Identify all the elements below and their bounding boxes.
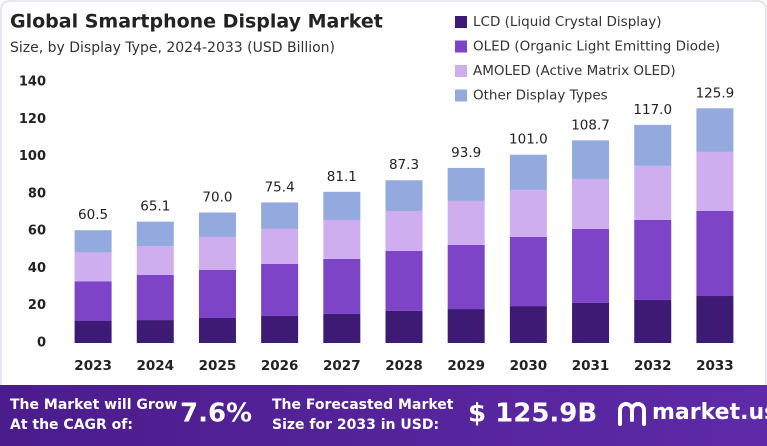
bar-segment: [696, 296, 734, 343]
bar-segment: [634, 219, 672, 300]
forecast-value: $ 125.9B: [468, 399, 597, 429]
legend-label: OLED (Organic Light Emitting Diode): [473, 39, 720, 55]
bar-segment: [261, 202, 299, 229]
bar-segment: [385, 180, 423, 212]
bar-segment: [74, 321, 112, 343]
x-tick-label: 2031: [572, 358, 610, 374]
bar-segment: [447, 309, 485, 343]
x-tick-label: 2024: [136, 358, 174, 374]
bar-segment: [136, 320, 174, 343]
y-tick-label: 20: [28, 298, 46, 313]
bar-segment: [74, 230, 112, 253]
x-tick-label: 2025: [199, 358, 237, 374]
y-tick-label: 60: [28, 224, 46, 239]
cagr-text: The Market will Grow: [10, 397, 177, 413]
total-label: 87.3: [389, 157, 419, 173]
bar-segment: [74, 252, 112, 282]
total-label: 70.0: [202, 190, 232, 206]
bar-segment: [447, 244, 485, 310]
bar-segment: [323, 191, 361, 220]
x-tick-label: 2027: [323, 358, 361, 374]
footer-band: [0, 385, 767, 446]
bar-segment: [198, 269, 236, 319]
forecast-text: Size for 2033 in USD:: [272, 417, 439, 433]
y-tick-label: 120: [19, 112, 46, 127]
bar-segment: [261, 263, 299, 316]
bar-segment: [572, 302, 610, 343]
y-tick-label: 100: [19, 149, 46, 164]
total-label: 75.4: [265, 179, 295, 195]
x-tick-label: 2026: [261, 358, 299, 374]
bar-segment: [385, 250, 423, 311]
chart-subtitle: Size, by Display Type, 2024-2033 (USD Bi…: [10, 40, 335, 56]
bar-segment: [572, 140, 610, 179]
total-label: 93.9: [451, 145, 481, 161]
legend-label: AMOLED (Active Matrix OLED): [473, 63, 676, 79]
bar-segment: [447, 167, 485, 201]
total-label: 60.5: [78, 207, 108, 223]
x-tick-label: 2033: [696, 358, 734, 374]
legend-swatch: [455, 89, 467, 102]
bar-segment: [323, 313, 361, 343]
x-tick-label: 2029: [447, 358, 485, 374]
x-tick-label: 2032: [634, 358, 672, 374]
bar-segment: [385, 310, 423, 343]
bar-segment: [198, 236, 236, 270]
bar-segment: [323, 219, 361, 259]
y-tick-label: 80: [28, 186, 46, 201]
bar-segment: [696, 151, 734, 212]
total-label: 125.9: [696, 85, 735, 101]
total-label: 65.1: [140, 199, 170, 215]
total-label: 117.0: [633, 102, 672, 118]
bar-segment: [572, 178, 610, 229]
bar-segment: [572, 228, 610, 303]
x-tick-label: 2023: [74, 358, 112, 374]
legend-swatch: [455, 65, 467, 77]
bar-segment: [634, 299, 672, 343]
chart-title: Global Smartphone Display Market: [10, 11, 383, 33]
bar-segment: [634, 165, 672, 220]
total-label: 101.0: [509, 132, 548, 148]
brand: market.us: [652, 400, 767, 425]
bar-segment: [509, 154, 547, 190]
legend-label: Other Display Types: [473, 88, 608, 104]
bar-segment: [509, 236, 547, 307]
bar-segment: [74, 281, 112, 322]
bar-segment: [696, 211, 734, 297]
bar-segment: [509, 306, 547, 343]
bar-segment: [198, 318, 236, 343]
bar-segment: [261, 315, 299, 343]
x-tick-label: 2030: [510, 358, 548, 374]
bar-segment: [696, 108, 734, 152]
bar-segment: [634, 124, 672, 166]
legend-label: LCD (Liquid Crystal Display): [473, 14, 662, 30]
brand-logo: [618, 402, 646, 426]
legend-swatch: [455, 16, 467, 28]
bar-segment: [198, 212, 236, 237]
bar-segment: [447, 200, 485, 245]
cagr-text: At the CAGR of:: [10, 417, 133, 433]
y-tick-label: 0: [37, 336, 46, 351]
bar-segment: [385, 211, 423, 251]
total-label: 81.1: [327, 169, 357, 185]
bar-segment: [136, 221, 174, 247]
forecast-text: The Forecasted Market: [272, 397, 454, 413]
bar-segment: [509, 189, 547, 237]
bar-segment: [136, 246, 174, 275]
bar-segment: [136, 274, 174, 321]
x-tick-label: 2028: [385, 358, 423, 374]
total-label: 108.7: [571, 117, 610, 133]
y-tick-label: 40: [28, 261, 46, 276]
legend-swatch: [455, 40, 467, 53]
y-tick-label: 140: [19, 75, 46, 90]
bar-segment: [323, 258, 361, 314]
bar-segment: [261, 228, 299, 264]
cagr-value: 7.6%: [180, 399, 252, 429]
